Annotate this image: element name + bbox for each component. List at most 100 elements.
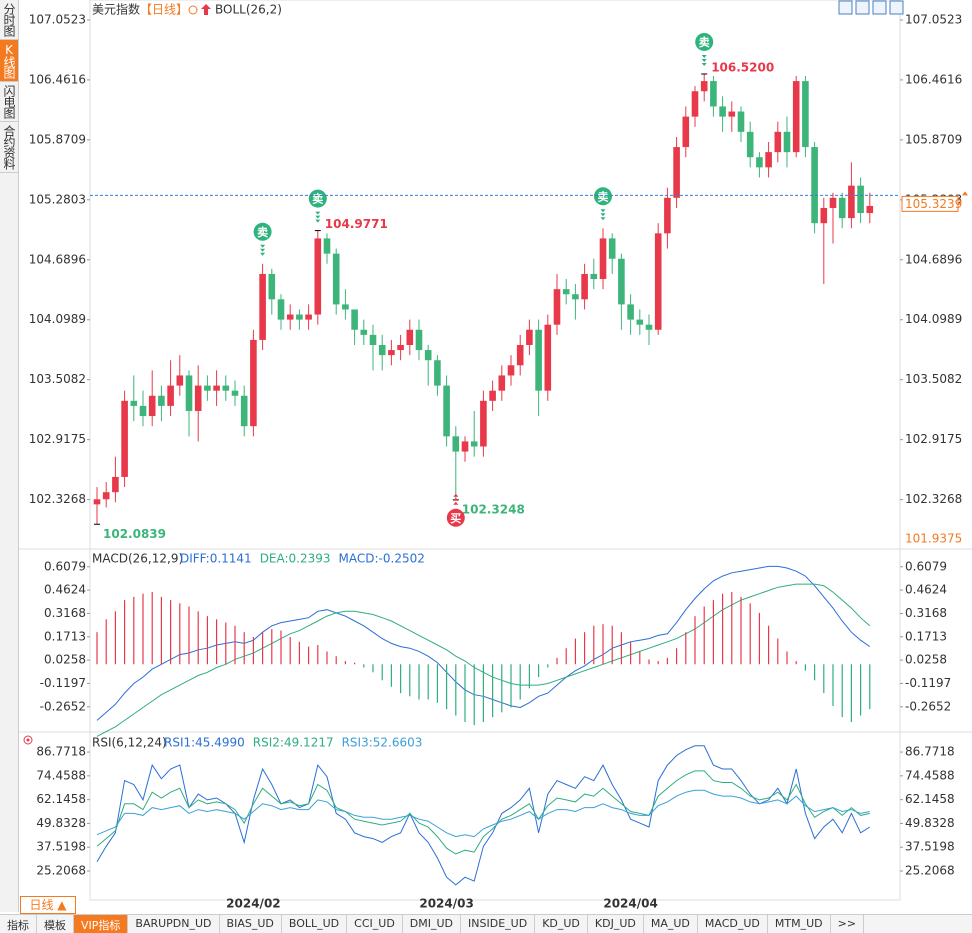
bottom-tab[interactable]: KDJ_UD [588, 915, 644, 933]
candle-body [112, 476, 119, 493]
low-label: 102.0839 [103, 527, 166, 541]
y-tick-label: 86.7718 [905, 745, 955, 759]
y-tick-label: 49.8328 [905, 816, 955, 830]
high-label: 104.9771 [325, 217, 388, 231]
series-line [96, 789, 870, 838]
x-tick-label: 2024/03 [419, 897, 473, 911]
bottom-tab[interactable]: KD_UD [535, 915, 588, 933]
candle-body [627, 304, 634, 320]
signal-label: 卖 [598, 189, 609, 203]
candle-body [176, 375, 184, 386]
signal-badge [594, 187, 612, 206]
side-tab[interactable]: 合约资料 [0, 122, 18, 173]
candle-body [158, 395, 165, 406]
candle-body [369, 334, 377, 345]
bottom-tab[interactable]: BIAS_UD [220, 915, 282, 933]
bottom-tab[interactable]: DMI_UD [403, 915, 462, 933]
rsi-settings[interactable] [23, 735, 33, 745]
candle-body [443, 385, 450, 437]
candle-body [434, 360, 441, 386]
tool-button[interactable] [855, 0, 870, 15]
candle-body [296, 314, 303, 320]
y-tick-label: 0.0258 [44, 653, 86, 667]
indicator-label: BOLL(26,2) [215, 3, 282, 17]
signal-arrow [600, 217, 606, 221]
signal-arrow [701, 58, 707, 62]
bottom-tab[interactable]: BOLL_UD [282, 915, 348, 933]
last-price-label: 105.3239 [905, 197, 962, 211]
legend-entry: DEA:0.2393 [260, 552, 331, 566]
signal-arrow [260, 244, 266, 248]
legend-entry: MACD:-0.2502 [339, 552, 425, 566]
bottom-tab[interactable]: >> [831, 915, 865, 933]
last-price-box [901, 195, 959, 212]
candle-body [148, 395, 156, 417]
bottom-tab[interactable]: MTM_UD [768, 915, 831, 933]
candle-body [737, 111, 745, 132]
period-selector[interactable]: 日线 ▲ [20, 896, 76, 914]
candle-body [719, 106, 726, 117]
chart-title: 美元指数 [92, 2, 140, 17]
y-tick-label: 37.5198 [36, 840, 86, 854]
candle-body [774, 131, 782, 153]
signal-badge [308, 189, 327, 208]
legend-entry: RSI1:45.4990 [164, 736, 245, 750]
bottom-tab[interactable]: MACD_UD [698, 915, 768, 933]
candle-body [498, 375, 506, 391]
signal-label: 买 [450, 512, 461, 525]
candle-body [489, 390, 496, 401]
signal-arrow [600, 209, 606, 213]
candle-body [756, 157, 763, 168]
period-label: 【日线】 [140, 3, 188, 17]
candle-body [167, 385, 174, 406]
candle-body [286, 314, 294, 320]
candle-body [397, 344, 404, 351]
y-tick-label: 25.2068 [905, 864, 955, 878]
signal-badge [446, 508, 465, 527]
settings-icon[interactable] [188, 5, 198, 15]
side-tabs: 分时图 K线图 闪电图 合约资料 [0, 0, 19, 912]
y-tick-label: -0.1197 [905, 676, 951, 690]
bottom-tab[interactable]: 指标 [0, 915, 37, 933]
candle-body [535, 329, 542, 391]
bottom-tab[interactable]: CCI_UD [347, 915, 403, 933]
candle-body [204, 385, 211, 391]
y-tick-label: 107.0523 [905, 12, 962, 26]
candle-body [691, 91, 699, 117]
bottom-tab[interactable]: VIP指标 [74, 915, 129, 933]
candle-body [682, 116, 690, 148]
candle-body [250, 339, 257, 427]
candle-body [553, 289, 561, 325]
bottom-tab[interactable]: MA_UD [644, 915, 698, 933]
signal-arrow [600, 213, 606, 217]
candle-body [213, 385, 220, 391]
candle-body [645, 324, 653, 330]
chart: 美元指数 【日线】 BOLL(26,2) MACD(26,12,9) RSI(6… [18, 0, 972, 911]
tool-button[interactable] [872, 0, 887, 15]
candle-body [599, 238, 607, 280]
side-tab[interactable]: 分时图 [0, 0, 18, 40]
candle-body [562, 289, 570, 295]
legend-entry: RSI3:52.6603 [342, 736, 423, 750]
signal-arrow [701, 62, 707, 66]
candle-body [305, 314, 312, 320]
y-tick-label: 0.3168 [44, 606, 86, 620]
signal-label: 卖 [257, 225, 268, 239]
tool-button[interactable] [889, 0, 904, 15]
side-tab[interactable]: 闪电图 [0, 82, 18, 122]
candle-body [608, 238, 616, 259]
y-tick-label: 62.1458 [36, 792, 86, 806]
candle-body [194, 385, 202, 411]
bottom-tab[interactable]: BARUPDN_UD [128, 915, 220, 933]
candle-body [121, 400, 128, 477]
bottom-tab[interactable]: 模板 [37, 915, 74, 933]
y-tick-label: 37.5198 [905, 840, 955, 854]
bottom-tab[interactable]: INSIDE_UD [461, 915, 536, 933]
side-tab[interactable]: K线图 [0, 40, 18, 82]
y-tick-label: 0.1713 [905, 629, 947, 643]
candle-body [406, 329, 414, 345]
y-tick-label: 0.4624 [905, 583, 947, 597]
candle-body [314, 238, 322, 315]
tool-button[interactable] [838, 0, 853, 15]
